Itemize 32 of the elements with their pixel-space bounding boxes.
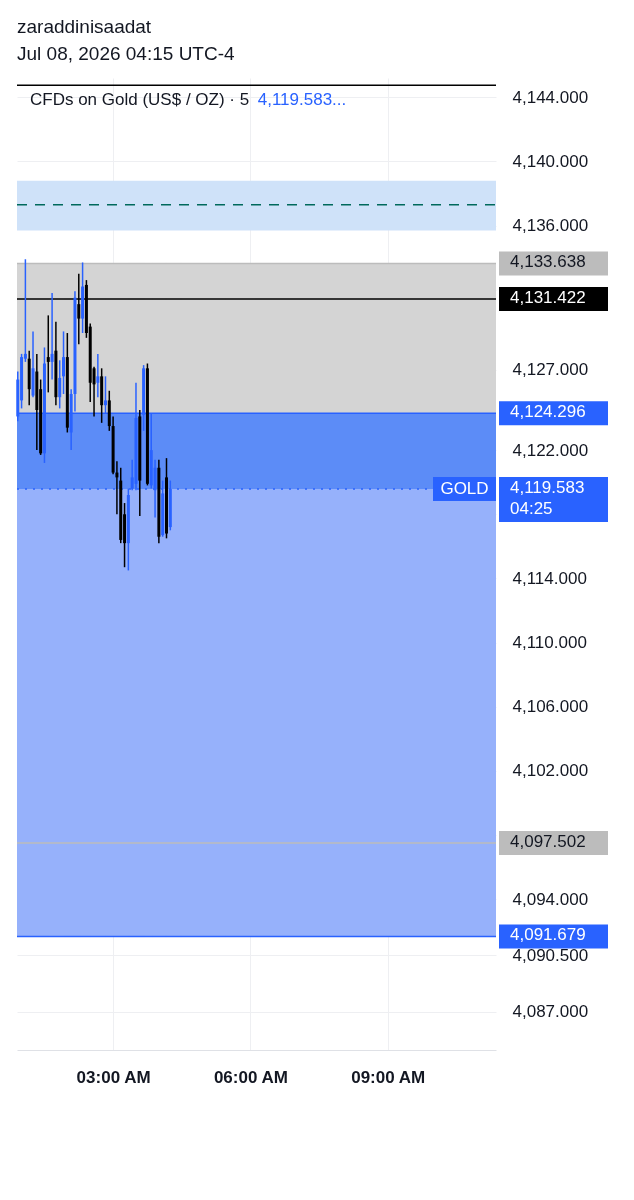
candlestick — [62, 330, 66, 395]
y-tick-label: 4,094.000 — [512, 889, 589, 909]
candlestick — [50, 292, 54, 381]
ref-line-label: 4,097.502 — [510, 831, 586, 851]
annotation: CFDs on Gold (US$ / OZ) · 5 — [30, 90, 250, 109]
y-tick-label: 4,110.000 — [512, 633, 587, 653]
annotation: 4,119.583... — [257, 90, 347, 109]
ref-line-label: 4,133.638 — [510, 252, 586, 272]
candlestick — [165, 457, 168, 540]
text: GOLD — [440, 478, 489, 498]
y-tick-label: 4,136.000 — [512, 216, 589, 236]
candlestick — [46, 314, 50, 394]
y-tick-label: 4,102.000 — [512, 761, 589, 781]
y-tick-label: 4,106.000 — [512, 697, 589, 717]
y-tick-label: 4,127.000 — [512, 360, 589, 380]
ref-line-label: 4,119.583 04:25 — [510, 477, 585, 518]
chart-title: zaraddinisaadat — [17, 16, 152, 37]
y-tick-label: 4,090.500 — [512, 945, 589, 965]
ref-line-label: 4,131.422 — [510, 287, 586, 307]
ref-line-label: 4,124.296 — [510, 401, 586, 421]
x-tick-label: 03:00 AM — [76, 1067, 151, 1087]
ref-line-label: 4,091.679 — [510, 925, 586, 945]
y-tick-label: 4,140.000 — [512, 151, 589, 171]
candlestick — [58, 359, 62, 410]
y-tick-label: 4,144.000 — [512, 87, 589, 107]
x-tick-label: 09:00 AM — [351, 1067, 426, 1087]
chart-subtitle: Jul 08, 2026 04:15 UTC-4 — [17, 43, 236, 64]
y-tick-label: 4,087.000 — [512, 1002, 589, 1021]
y-tick-label: 4,122.000 — [512, 440, 589, 460]
candlestick — [96, 353, 100, 398]
y-tick-label: 4,114.000 — [512, 568, 587, 588]
x-tick-label: 06:00 AM — [213, 1067, 288, 1087]
